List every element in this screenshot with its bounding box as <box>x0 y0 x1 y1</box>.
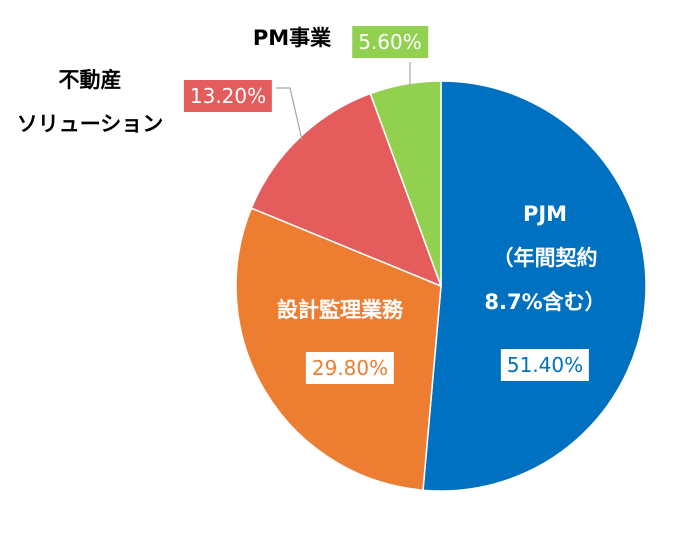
pie-slice <box>235 207 442 492</box>
pie-slice <box>250 92 443 288</box>
leader-line <box>276 87 303 141</box>
value-label: 5.60% <box>352 26 428 58</box>
value-label: 29.80% <box>305 352 395 384</box>
slice-label: 不動産 ソリューション <box>16 68 164 136</box>
pie-slice <box>422 80 647 492</box>
pie-slice <box>369 80 442 287</box>
slice-label: PJM （年間契約 8.7%含む） <box>484 202 606 314</box>
slice-label: PM事業 <box>252 26 332 50</box>
slice-label: 設計監理業務 <box>277 298 403 322</box>
value-label: 13.20% <box>183 80 273 112</box>
value-label: 51.40% <box>500 349 590 381</box>
